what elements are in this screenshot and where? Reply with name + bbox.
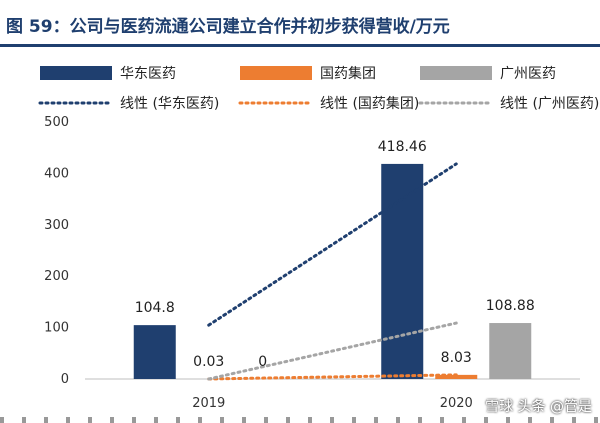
chart-bars xyxy=(133,163,532,379)
data-label: 108.88 xyxy=(486,298,535,314)
title-rule xyxy=(0,44,600,47)
y-tick-label: 500 xyxy=(44,115,69,130)
y-tick-label: 200 xyxy=(44,269,69,284)
y-tick-label: 400 xyxy=(44,166,69,181)
bar-series-1-2020 xyxy=(435,374,478,379)
data-label: 104.8 xyxy=(135,300,175,316)
y-tick-label: 0 xyxy=(61,372,69,387)
x-tick-label: 2019 xyxy=(192,396,225,411)
y-tick-label: 300 xyxy=(44,218,69,233)
legend-label: 广州医药 xyxy=(500,66,556,82)
chart-data-labels: 104.8 418.46 0.03 8.03 0 108.88 xyxy=(135,139,535,370)
figure-title: 图 59：公司与医药流通公司建立合作并初步获得营收/万元 xyxy=(6,17,450,37)
source-note-strip xyxy=(0,417,600,423)
x-tick-label: 2020 xyxy=(440,396,473,411)
data-label: 0.03 xyxy=(193,354,224,370)
trendline-series-1 xyxy=(207,373,458,381)
trendline-series-2 xyxy=(207,321,458,381)
data-label: 0 xyxy=(258,354,267,370)
legend-trend-label: 线性 (华东医药) xyxy=(120,96,219,112)
bar-series-0-2019 xyxy=(133,325,176,379)
legend-swatch-series-0 xyxy=(40,66,112,80)
legend-trend-label: 线性 (广州医药) xyxy=(500,96,599,112)
watermark: 雪球 头条 @管是 xyxy=(485,399,592,415)
chart-trendlines xyxy=(207,162,458,381)
legend-label: 华东医药 xyxy=(120,66,176,82)
data-label: 8.03 xyxy=(441,350,472,366)
bar-series-0-2020 xyxy=(381,163,424,379)
data-label: 418.46 xyxy=(378,139,427,155)
legend-swatch-series-1 xyxy=(240,66,312,80)
trendline-series-0 xyxy=(207,162,458,327)
bar-series-2-2020 xyxy=(489,323,532,379)
legend-label: 国药集团 xyxy=(320,65,376,82)
legend-swatch-series-2 xyxy=(420,66,492,80)
y-tick-label: 100 xyxy=(44,321,69,336)
legend-trend-label: 线性 (国药集团) xyxy=(320,95,419,112)
